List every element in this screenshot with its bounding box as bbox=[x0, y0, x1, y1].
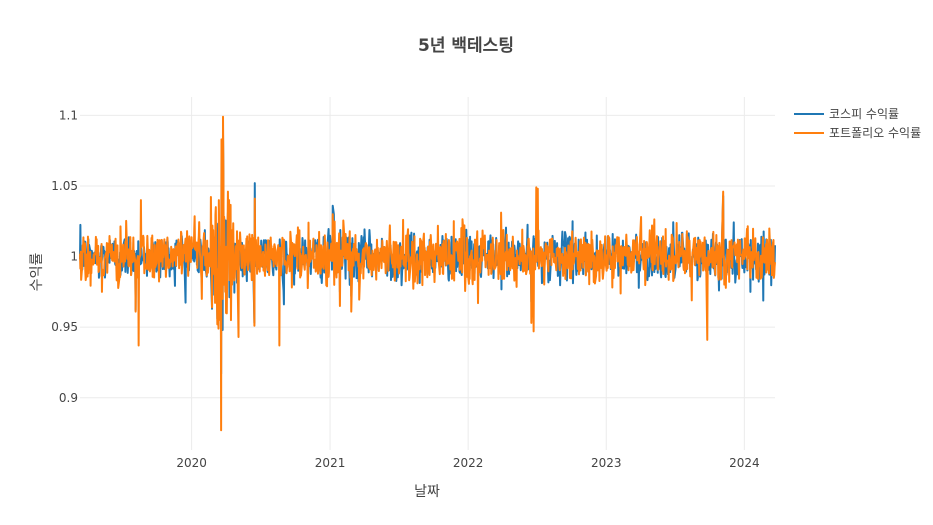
x-tick-label: 2022 bbox=[453, 456, 484, 470]
chart-title: 5년 백테스팅 bbox=[418, 36, 514, 56]
y-axis-title: 수익률 bbox=[29, 253, 45, 292]
y-tick-label: 0.95 bbox=[51, 320, 78, 334]
x-axis-title: 날짜 bbox=[414, 484, 440, 500]
y-tick-label: 0.9 bbox=[59, 391, 78, 405]
x-axis: 2020 2021 2022 2023 2024 bbox=[176, 456, 759, 470]
x-tick-label: 2023 bbox=[591, 456, 622, 470]
y-axis: 0.9 0.95 1 1.05 1.1 bbox=[51, 108, 78, 404]
y-tick-label: 1.1 bbox=[59, 108, 78, 122]
series-line-1 bbox=[79, 115, 776, 432]
x-tick-label: 2021 bbox=[315, 456, 346, 470]
y-tick-label: 1.05 bbox=[51, 179, 78, 193]
x-tick-label: 2020 bbox=[176, 456, 207, 470]
y-tick-label: 1 bbox=[70, 250, 78, 264]
plot-area bbox=[79, 97, 776, 450]
legend-label[interactable]: 포트폴리오 수익률 bbox=[829, 126, 921, 140]
y-gridlines bbox=[80, 114, 775, 399]
legend-label[interactable]: 코스피 수익률 bbox=[829, 107, 899, 121]
x-tick-label: 2024 bbox=[729, 456, 760, 470]
series-layer bbox=[79, 115, 776, 432]
